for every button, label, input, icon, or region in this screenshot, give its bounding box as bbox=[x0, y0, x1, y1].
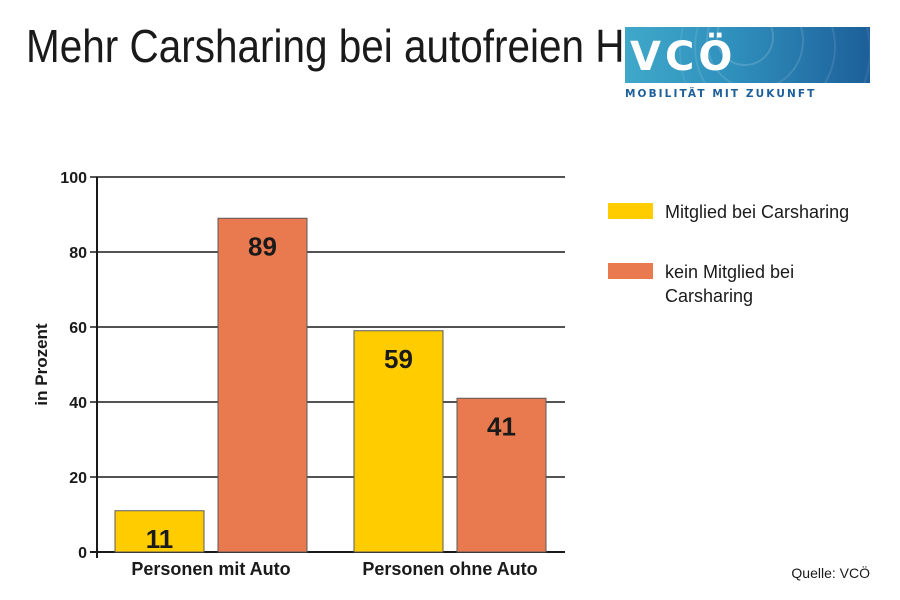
data-label: 11 bbox=[146, 524, 174, 554]
x-category-label: Personen ohne Auto bbox=[362, 559, 537, 579]
bar bbox=[114, 510, 205, 553]
x-category-label: Personen mit Auto bbox=[131, 559, 290, 579]
legend-label-member: Mitglied bei Carsharing bbox=[665, 202, 850, 222]
y-tick-label: 0 bbox=[78, 545, 87, 562]
y-tick-label: 80 bbox=[69, 245, 87, 262]
data-label: 41 bbox=[487, 411, 516, 441]
legend-swatch-yellow bbox=[608, 203, 653, 219]
legend-swatch-orange bbox=[608, 263, 653, 279]
legend-item-non-member: kein Mitglied bei Carsharing bbox=[608, 260, 878, 310]
source-note: Quelle: VCÖ bbox=[791, 565, 870, 581]
data-label: 59 bbox=[384, 344, 413, 374]
y-tick-label: 60 bbox=[69, 320, 87, 337]
vco-logo: VCÖ MOBILITÄT MIT ZUKUNFT bbox=[625, 27, 870, 103]
logo-decoration bbox=[679, 27, 870, 83]
legend-label-non-member: kein Mitglied bei Carsharing bbox=[665, 262, 795, 306]
y-tick-label: 20 bbox=[69, 470, 87, 487]
bar bbox=[456, 397, 547, 553]
bar bbox=[353, 330, 444, 553]
logo-banner: VCÖ bbox=[625, 27, 870, 83]
y-tick-label: 40 bbox=[69, 395, 87, 412]
logo-tagline: MOBILITÄT MIT ZUKUNFT bbox=[625, 88, 817, 100]
logo-text: VCÖ bbox=[630, 34, 737, 80]
legend-item-member: Mitglied bei Carsharing bbox=[608, 200, 878, 250]
bar bbox=[217, 217, 308, 553]
y-axis-label: in Prozent bbox=[32, 323, 51, 406]
y-tick-label: 100 bbox=[60, 170, 87, 187]
data-label: 89 bbox=[248, 231, 277, 261]
